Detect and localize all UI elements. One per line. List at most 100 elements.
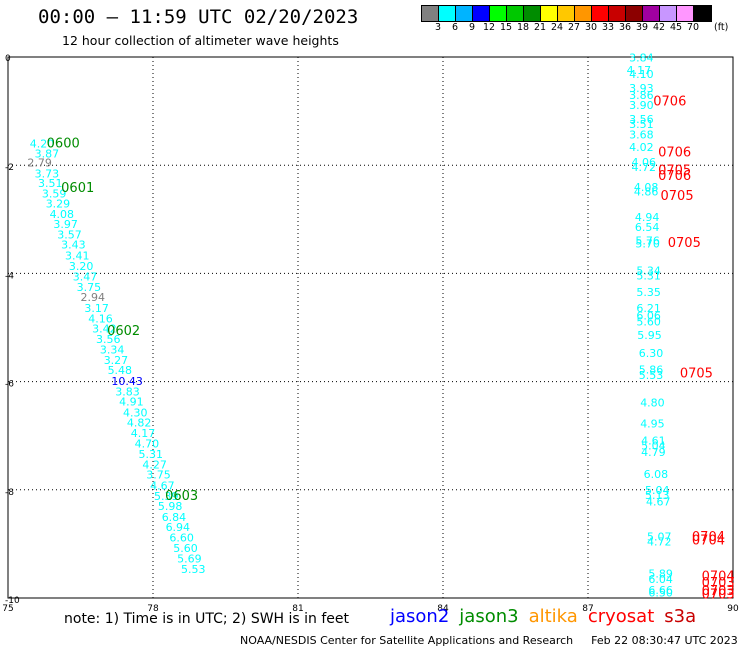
color-scale-label: 36 bbox=[618, 22, 632, 33]
wave-height-value: 4.80 bbox=[640, 397, 665, 410]
wave-height-value: 4.30 bbox=[123, 406, 147, 419]
color-scale-cell bbox=[609, 6, 626, 21]
pass-time-label: 0603 bbox=[165, 489, 198, 504]
pass-time-label: 0600 bbox=[47, 136, 80, 151]
color-scale-cell bbox=[660, 6, 677, 21]
footer-org: NOAA/NESDIS Center for Satellite Applica… bbox=[240, 634, 574, 647]
color-scale-cell bbox=[694, 6, 711, 21]
color-scale-cell bbox=[473, 6, 490, 21]
wave-height-value: 5.39 bbox=[154, 490, 179, 503]
color-scale-label: 21 bbox=[533, 22, 547, 33]
wave-height-value: 6.66 bbox=[648, 584, 673, 597]
wave-height-value: 3.51 bbox=[629, 118, 654, 131]
pass-time-label: 0601 bbox=[61, 181, 94, 196]
wave-height-value: 6.06 bbox=[636, 310, 661, 323]
pass-time-label: 0703 bbox=[702, 588, 735, 603]
color-scale-label: 3 bbox=[434, 22, 442, 33]
legend-altika: altika bbox=[528, 606, 578, 627]
pass-time-label: 0705 bbox=[668, 236, 701, 251]
color-scale-label: 6 bbox=[451, 22, 459, 33]
wave-height-value: 5.31 bbox=[636, 270, 661, 283]
wave-height-value: 3.57 bbox=[57, 228, 82, 241]
wave-height-value: 4.17 bbox=[627, 64, 652, 77]
pass-time-label: 0602 bbox=[107, 324, 140, 339]
x-tick-label: 78 bbox=[147, 604, 159, 614]
wave-height-value: 3.42 bbox=[92, 323, 117, 336]
color-scale-label: 24 bbox=[550, 22, 564, 33]
color-scale-cell bbox=[439, 6, 456, 21]
y-tick-label: -6 bbox=[5, 380, 14, 390]
wave-height-value: 6.30 bbox=[639, 347, 664, 360]
color-scale-cell bbox=[626, 6, 643, 21]
color-scale-bar bbox=[421, 5, 712, 22]
wave-height-value: 4.27 bbox=[142, 458, 167, 471]
wave-height-value: 4.10 bbox=[629, 68, 654, 81]
wave-height-value: 4.67 bbox=[646, 496, 671, 509]
wave-height-value: 3.47 bbox=[73, 271, 98, 284]
color-scale-label: 70 bbox=[686, 22, 700, 33]
pass-time-label: 0703 bbox=[702, 576, 735, 591]
color-scale-label: 9 bbox=[468, 22, 476, 33]
wave-height-value: 5.60 bbox=[636, 316, 661, 329]
color-scale-cell bbox=[592, 6, 609, 21]
x-tick-label: 75 bbox=[2, 604, 13, 614]
pass-time-label: 0703 bbox=[702, 584, 735, 599]
legend-s3a: s3a bbox=[664, 606, 697, 627]
wave-height-value: 3.90 bbox=[629, 99, 654, 112]
wave-height-value: 3.93 bbox=[629, 82, 654, 95]
wave-height-value: 2.79 bbox=[27, 156, 52, 169]
color-scale-label: 39 bbox=[635, 22, 649, 33]
wave-height-value: 3.75 bbox=[146, 469, 171, 482]
wave-height-value: 6.50 bbox=[648, 587, 673, 600]
plot-frame bbox=[7, 56, 734, 599]
wave-height-value: 5.98 bbox=[158, 500, 183, 513]
wave-height-value: 5.04 bbox=[645, 484, 670, 497]
wave-height-value: 4.91 bbox=[119, 396, 143, 409]
color-scale-cell bbox=[677, 6, 694, 21]
color-scale-label: 33 bbox=[601, 22, 615, 33]
wave-height-value: 4.08 bbox=[634, 181, 659, 194]
wave-height-value: 3.59 bbox=[42, 187, 66, 200]
pass-time-label: 0706 bbox=[658, 169, 691, 184]
wave-height-value: 10.43 bbox=[111, 375, 143, 388]
wave-height-value: 3.68 bbox=[629, 128, 654, 141]
wave-height-value: 5.13 bbox=[645, 489, 670, 502]
wave-height-value: 6.60 bbox=[169, 531, 194, 544]
pass-time-label: 0706 bbox=[653, 94, 686, 109]
wave-height-value: 3.29 bbox=[46, 198, 70, 211]
wave-height-value: 2.94 bbox=[81, 291, 106, 304]
wave-height-value: 5.04 bbox=[641, 439, 666, 452]
color-scale-label: 42 bbox=[652, 22, 666, 33]
wave-height-value: 3.87 bbox=[35, 147, 60, 160]
wave-height-value: 5.70 bbox=[635, 238, 660, 251]
wave-height-value: 6.94 bbox=[166, 521, 191, 534]
wave-height-value: 4.79 bbox=[641, 446, 666, 459]
color-scale-cell bbox=[575, 6, 592, 21]
units-note: note: 1) Time is in UTC; 2) SWH is in fe… bbox=[64, 611, 350, 627]
wave-height-value: 3.84 bbox=[629, 52, 654, 65]
wave-height-value: 3.43 bbox=[61, 239, 86, 252]
wave-height-value: 4.82 bbox=[127, 417, 151, 430]
wave-height-value: 6.21 bbox=[636, 302, 661, 315]
color-scale-cell bbox=[541, 6, 558, 21]
y-tick-label: -2 bbox=[5, 163, 14, 173]
color-scale-cell bbox=[507, 6, 524, 21]
wave-height-value: 5.69 bbox=[177, 553, 202, 566]
wave-height-value: 3.27 bbox=[104, 354, 129, 367]
color-scale-cell bbox=[558, 6, 575, 21]
wave-height-value: 3.56 bbox=[96, 333, 121, 346]
wave-height-value: 3.20 bbox=[69, 260, 94, 273]
color-scale-cell bbox=[456, 6, 473, 21]
wave-height-value: 3.34 bbox=[100, 344, 125, 357]
wave-height-value: 5.76 bbox=[635, 234, 660, 247]
wave-height-value: 4.20 bbox=[30, 138, 55, 151]
pass-time-label: 0705 bbox=[680, 366, 713, 381]
wave-height-value: 4.95 bbox=[640, 417, 665, 430]
wave-height-value: 5.89 bbox=[648, 568, 673, 581]
chart-title: 00:00 — 11:59 UTC 02/20/2023 bbox=[38, 6, 359, 28]
wave-height-value: 4.70 bbox=[135, 437, 160, 450]
x-tick-label: 87 bbox=[582, 604, 593, 614]
footer: NOAA/NESDIS Center for Satellite Applica… bbox=[240, 634, 738, 647]
wave-height-value: 5.86 bbox=[639, 364, 664, 377]
